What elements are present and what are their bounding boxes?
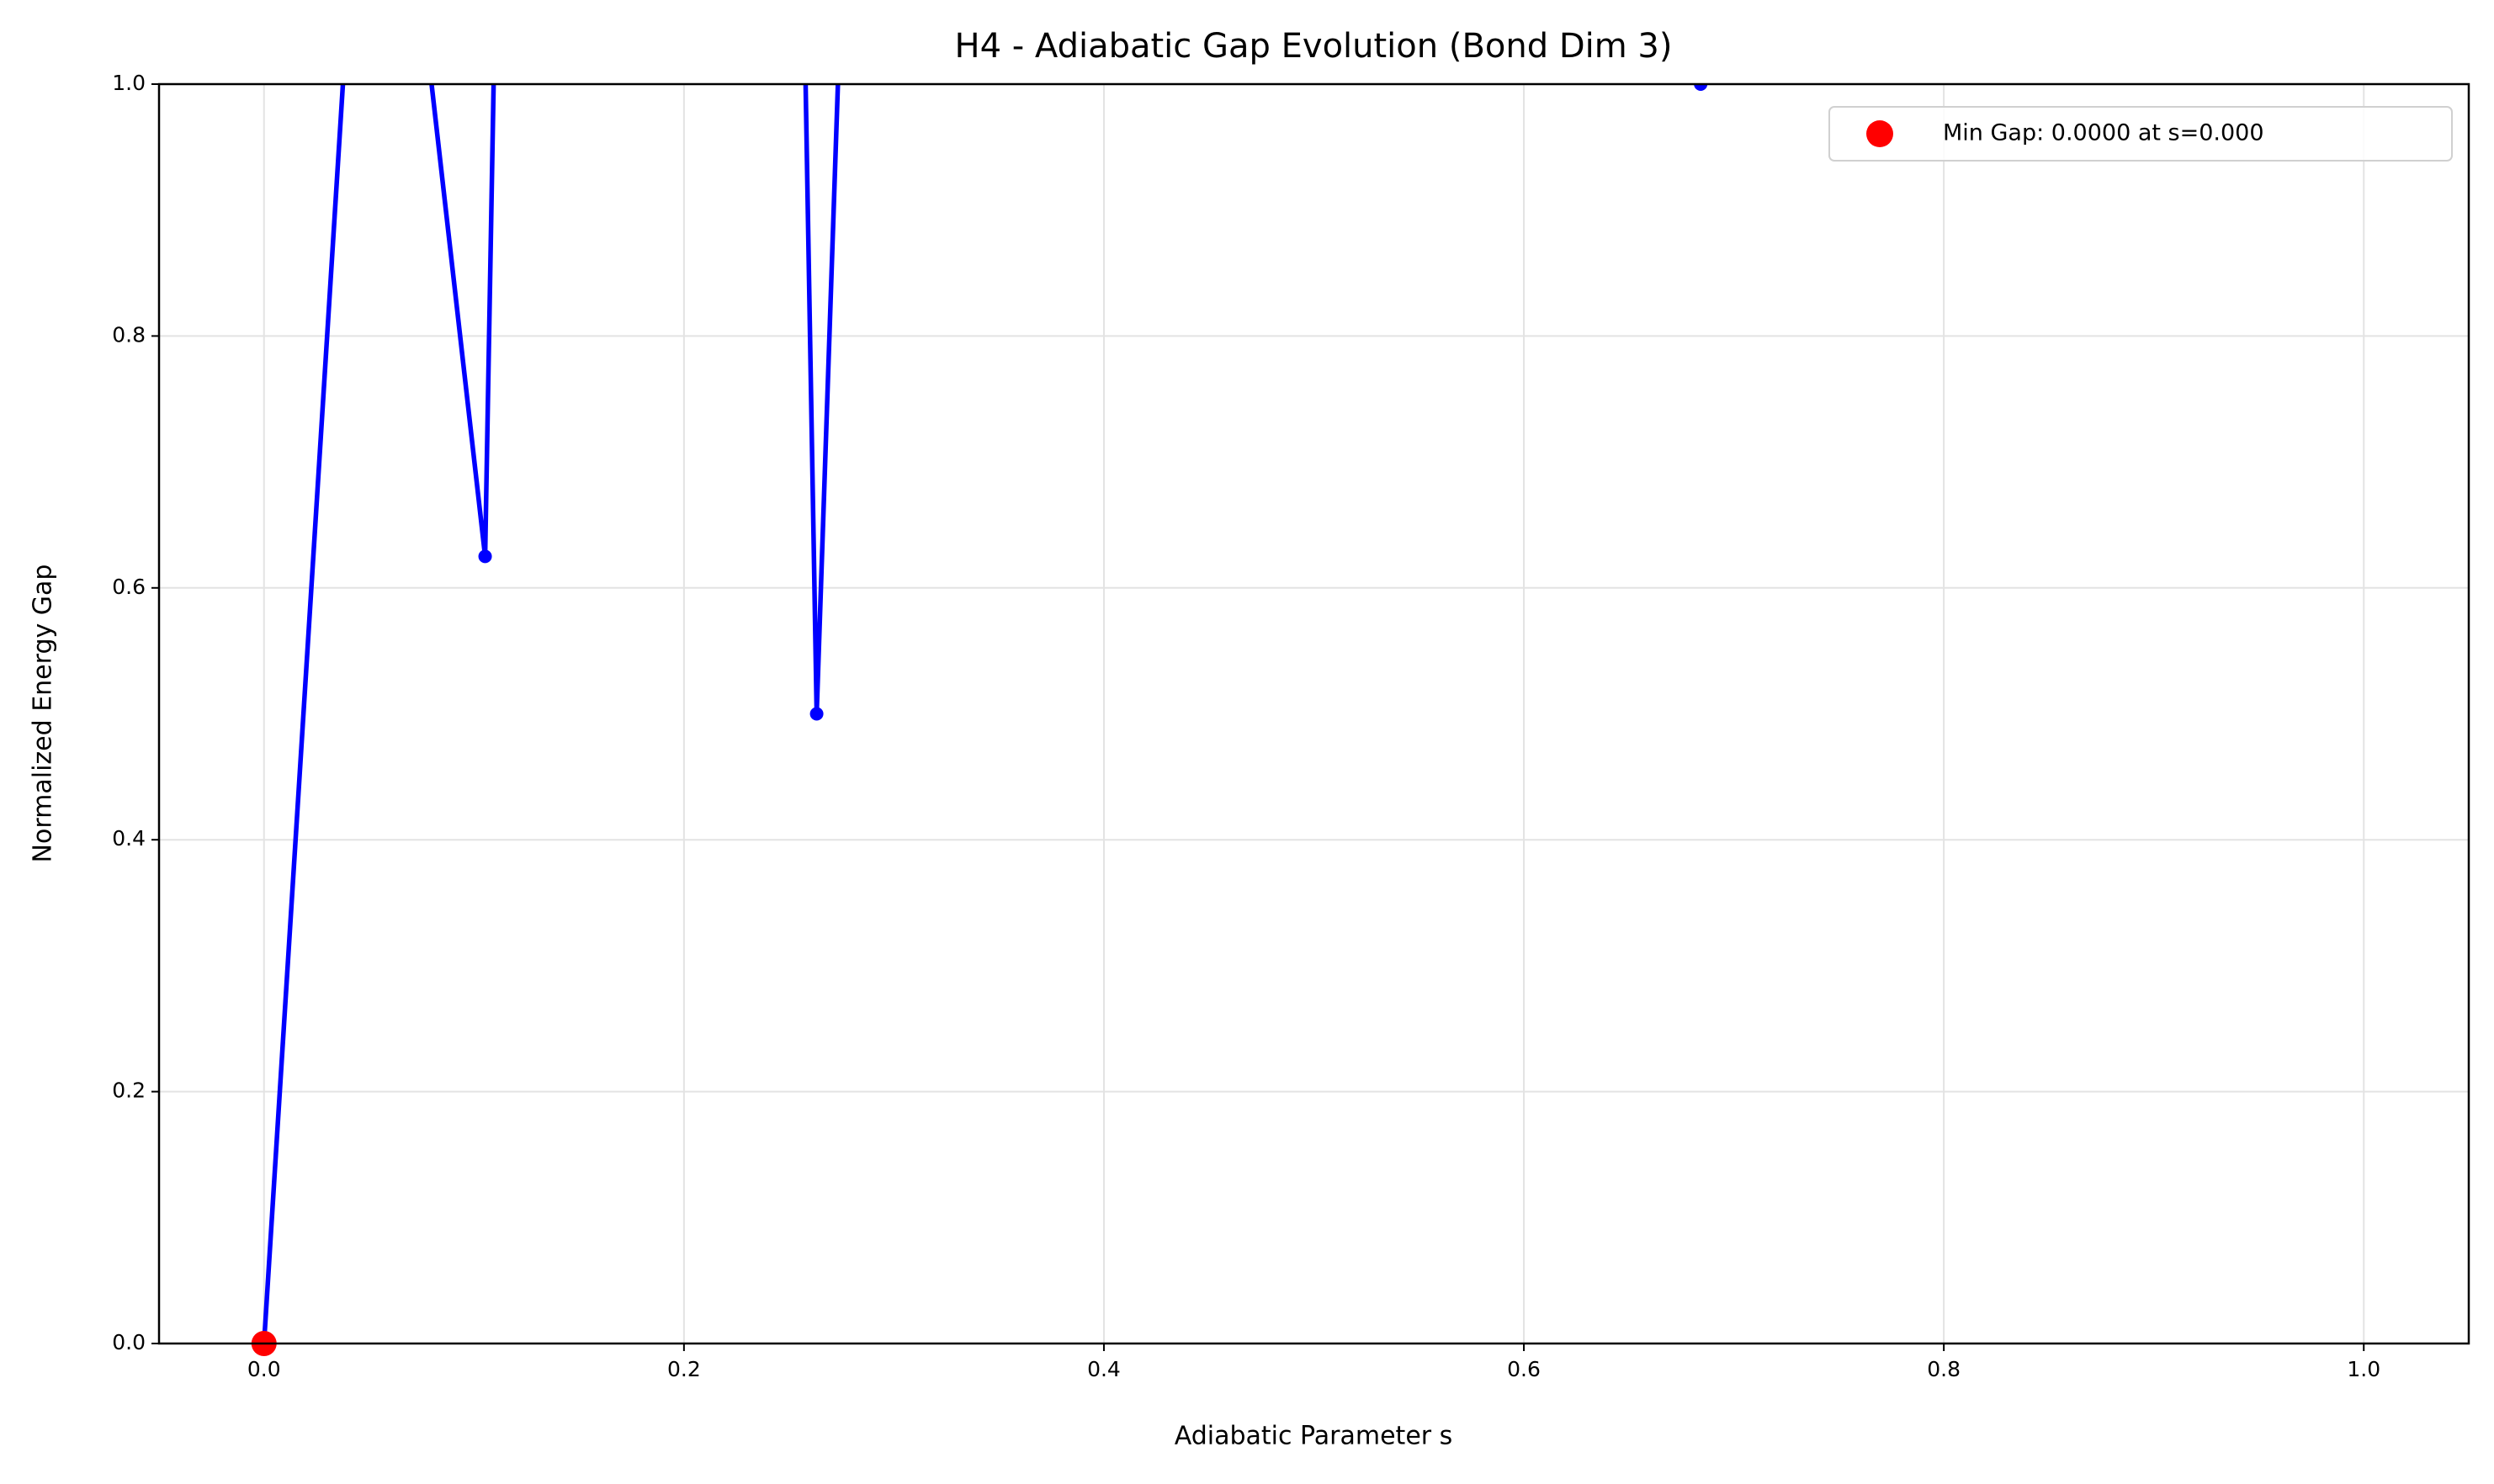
x-tick-label: 1.0 [2347,1357,2380,1381]
x-tick-label: 0.2 [667,1357,701,1381]
y-tick-label: 0.6 [112,575,146,599]
x-tick-label: 0.6 [1507,1357,1541,1381]
chart-title: H4 - Adiabatic Gap Evolution (Bond Dim 3… [955,27,1673,66]
legend-label: Min Gap: 0.0000 at s=0.000 [1943,120,2264,146]
y-tick-label: 0.0 [112,1330,146,1354]
x-tick-label: 0.4 [1087,1357,1121,1381]
y-tick-label: 0.2 [112,1079,146,1103]
legend-box [1828,106,2453,162]
y-axis-label: Normalized Energy Gap [29,564,58,863]
y-tick-label: 0.4 [112,826,146,851]
gap-point [1694,84,1708,91]
plot-frame [157,82,2470,1345]
y-tick-label: 1.0 [112,71,146,95]
gap-point [478,549,492,564]
x-tick-label: 0.0 [247,1357,281,1381]
x-tick-label: 0.8 [1927,1357,1961,1381]
x-axis-label: Adiabatic Parameter s [1175,1422,1453,1451]
y-tick-label: 0.8 [112,322,146,347]
legend-marker [1866,120,1893,147]
gap-point [809,707,824,721]
